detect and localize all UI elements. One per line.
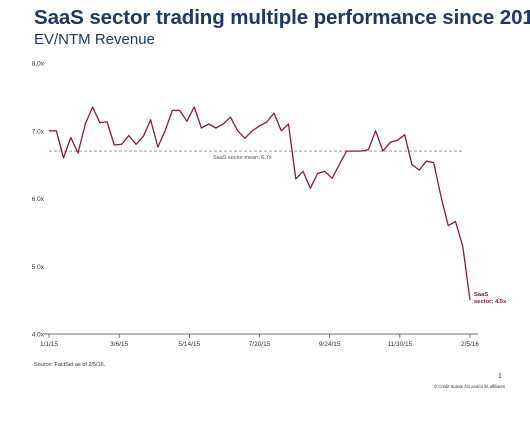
end-value-label: sector: 4.5x <box>474 299 507 305</box>
x-tick-label: 3/6/15 <box>110 341 128 348</box>
y-tick-label: 8.0x <box>32 61 45 68</box>
series-line <box>49 106 471 301</box>
y-tick-label: 7.0x <box>32 128 45 135</box>
y-tick-label: 4.0x <box>32 332 45 339</box>
x-tick-label: 1/1/15 <box>40 341 58 348</box>
page-subtitle: EV/NTM Revenue <box>34 31 155 48</box>
x-tick-label: 5/14/15 <box>178 341 200 348</box>
page-title: SaaS sector trading multiple performance… <box>34 6 530 29</box>
end-value-label: SaaS <box>474 292 488 298</box>
x-tick-label: 11/30/15 <box>387 341 412 348</box>
x-tick-label: 7/20/15 <box>249 341 271 348</box>
x-tick-label: 2/5/16 <box>461 341 479 348</box>
copyright-note: © Credit Suisse AG and/or its affiliates <box>434 384 505 389</box>
y-tick-label: 6.0x <box>32 196 45 203</box>
mean-line-label: SaaS sector mean: 6.7x <box>213 155 272 161</box>
page-number: 1 <box>498 373 502 380</box>
y-tick-label: 5.0x <box>32 264 45 271</box>
source-note: Source: FactSet as of 2/5/16. <box>34 362 106 368</box>
x-tick-label: 9/24/15 <box>319 341 341 348</box>
